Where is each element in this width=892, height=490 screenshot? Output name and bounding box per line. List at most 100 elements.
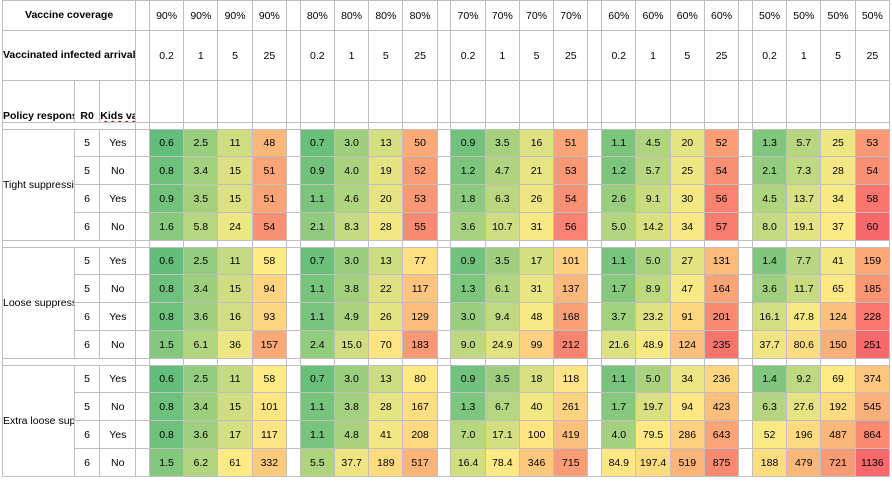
value-cell: 48 <box>518 302 555 331</box>
value-cell: 24.9 <box>484 330 520 359</box>
column-gap <box>285 0 301 31</box>
empty-cell <box>635 80 671 123</box>
spacer-cell <box>669 240 705 248</box>
column-gap <box>285 184 301 213</box>
column-gap <box>285 30 301 81</box>
r0-value: 5 <box>73 129 101 157</box>
kids-vacc-value: No <box>99 274 137 303</box>
value-cell: 332 <box>251 448 287 477</box>
value-cell: 53 <box>402 184 438 213</box>
kids-vacc-value: No <box>99 156 137 185</box>
value-cell: 118 <box>553 365 589 393</box>
value-cell: 60 <box>854 212 891 241</box>
value-cell: 6.7 <box>484 392 520 421</box>
value-cell: 80.6 <box>786 330 822 359</box>
value-cell: 183 <box>402 330 438 359</box>
value-cell: 7.3 <box>786 156 822 185</box>
arrivals-cell: 5 <box>820 30 856 81</box>
value-cell: 41 <box>820 247 856 275</box>
empty-cell <box>484 80 520 123</box>
value-cell: 58 <box>251 247 287 275</box>
column-gap <box>738 240 753 248</box>
column-gap <box>135 358 150 366</box>
value-cell: 11 <box>217 365 253 393</box>
column-gap <box>285 302 301 331</box>
value-cell: 16.4 <box>450 448 486 477</box>
kids-vacc-value: No <box>99 330 137 359</box>
value-cell: 37.7 <box>751 330 788 359</box>
value-cell: 52 <box>751 420 788 449</box>
value-cell: 5.5 <box>299 448 335 477</box>
column-gap <box>436 156 452 185</box>
empty-cell <box>820 80 856 123</box>
column-gap <box>738 156 753 185</box>
value-cell: 25 <box>669 156 705 185</box>
spacer-cell <box>251 358 287 366</box>
arrivals-cell: 5 <box>368 30 404 81</box>
value-cell: 37 <box>820 212 856 241</box>
value-cell: 1.7 <box>601 392 637 421</box>
spacer-cell <box>333 122 370 130</box>
value-cell: 3.5 <box>484 365 520 393</box>
value-cell: 11 <box>217 129 253 157</box>
kids-vacc-value: No <box>99 212 137 241</box>
value-cell: 5.7 <box>635 156 671 185</box>
arrivals-cell: 25 <box>251 30 287 81</box>
value-cell: 70 <box>368 330 404 359</box>
column-gap <box>436 80 452 123</box>
value-cell: 5.7 <box>786 129 822 157</box>
spacer-cell <box>251 240 287 248</box>
coverage-cell: 70% <box>484 0 520 31</box>
spacer-cell <box>450 240 486 248</box>
arrivals-cell: 25 <box>402 30 438 81</box>
value-cell: 13.7 <box>786 184 822 213</box>
column-gap <box>436 448 452 477</box>
value-cell: 52 <box>402 156 438 185</box>
empty-cell <box>183 80 219 123</box>
value-cell: 9.0 <box>450 330 486 359</box>
column-gap <box>135 156 150 185</box>
column-gap <box>285 392 301 421</box>
value-cell: 5.8 <box>183 212 219 241</box>
spacer-cell <box>751 358 788 366</box>
spacer-cell <box>703 240 740 248</box>
value-cell: 1.5 <box>148 330 185 359</box>
empty-cell <box>217 80 253 123</box>
value-cell: 19 <box>368 156 404 185</box>
value-cell: 99 <box>518 330 555 359</box>
column-gap <box>436 330 452 359</box>
kids-vacc-value: No <box>99 392 137 421</box>
spacer-cell <box>635 358 671 366</box>
column-gap <box>738 30 753 81</box>
value-cell: 228 <box>854 302 891 331</box>
value-cell: 13 <box>368 365 404 393</box>
value-cell: 0.9 <box>299 156 335 185</box>
kids-vacc-header: Kids vacc <box>99 80 137 123</box>
spacer-cell <box>553 122 589 130</box>
value-cell: 47 <box>669 274 705 303</box>
value-cell: 131 <box>703 247 740 275</box>
value-cell: 8.9 <box>635 274 671 303</box>
column-gap <box>285 80 301 123</box>
column-gap <box>587 156 603 185</box>
value-cell: 0.7 <box>299 129 335 157</box>
value-cell: 54 <box>703 156 740 185</box>
value-cell: 65 <box>820 274 856 303</box>
column-gap <box>587 30 603 81</box>
empty-cell <box>601 80 637 123</box>
column-gap <box>135 122 150 130</box>
value-cell: 208 <box>402 420 438 449</box>
column-gap <box>738 0 753 31</box>
value-cell: 9.2 <box>786 365 822 393</box>
spacer-cell <box>148 240 185 248</box>
value-cell: 6.3 <box>751 392 788 421</box>
value-cell: 2.5 <box>183 247 219 275</box>
column-gap <box>738 184 753 213</box>
arrivals-cell: 0.2 <box>450 30 486 81</box>
column-gap <box>738 129 753 157</box>
spacer-cell <box>820 122 856 130</box>
column-gap <box>436 247 452 275</box>
value-cell: 3.0 <box>333 365 370 393</box>
value-cell: 346 <box>518 448 555 477</box>
empty-cell <box>553 80 589 123</box>
